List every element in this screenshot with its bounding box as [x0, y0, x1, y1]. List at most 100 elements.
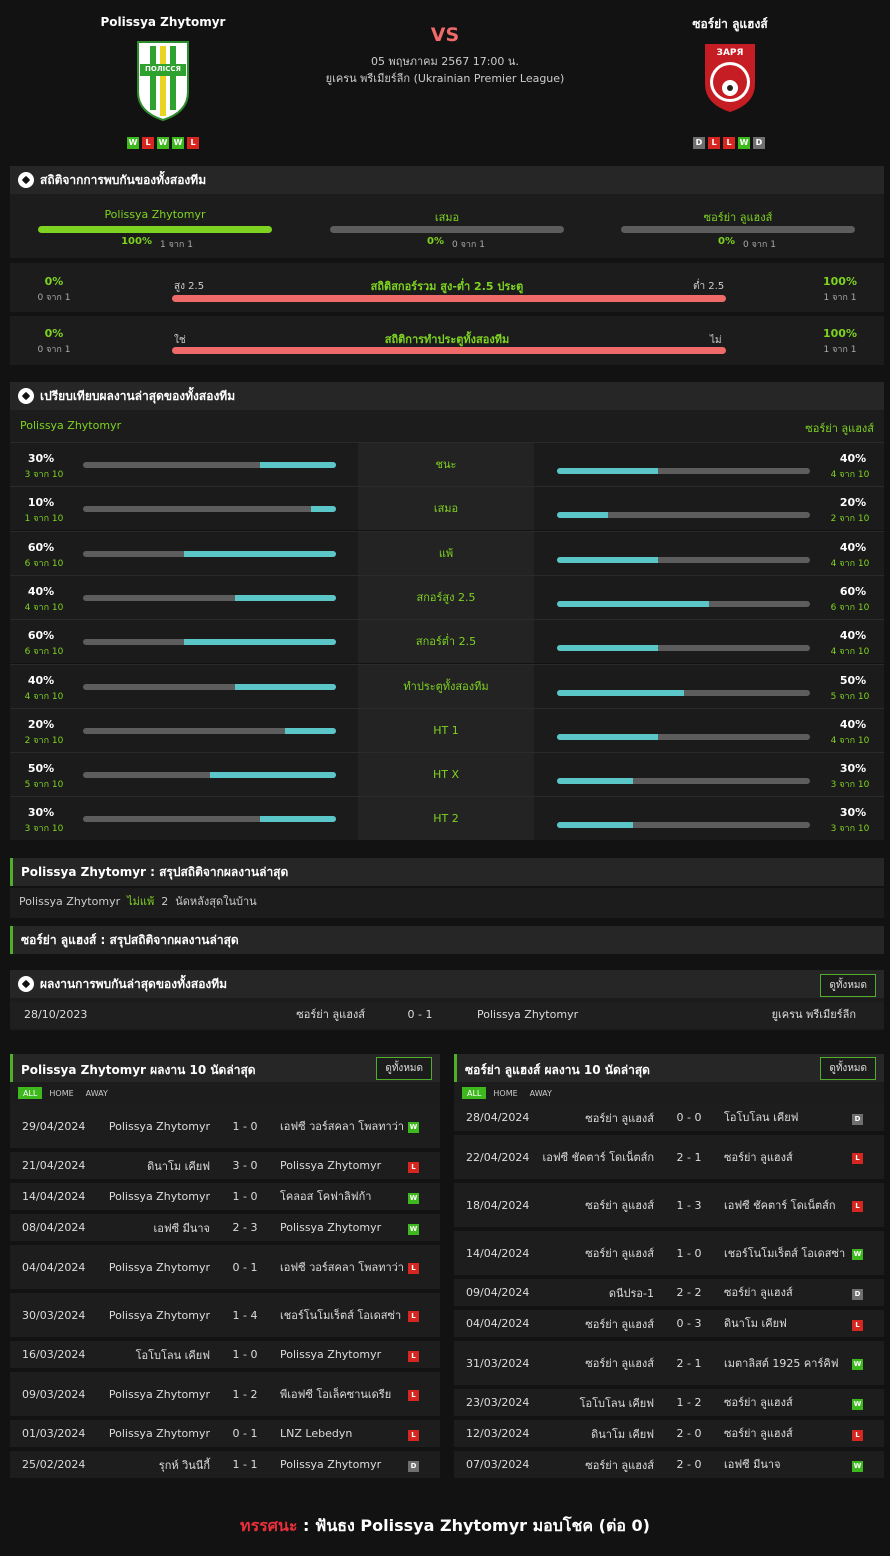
tab-home[interactable]: HOME	[493, 1089, 518, 1098]
football-icon	[18, 976, 34, 992]
away-last10-title: ซอร์ย่า ลูแฮงส์ ผลงาน 10 นัดล่าสุด	[465, 1063, 650, 1077]
compare-home-fill	[234, 683, 336, 690]
btts-left-sub: 0 จาก 1	[37, 345, 71, 355]
verdict-colon: :	[303, 1516, 310, 1535]
match-result: W	[852, 1396, 872, 1410]
compare-row: 60% 6 จาก 10 แพ้ 40% 4 จาก 10	[10, 530, 884, 575]
match-date: 25/02/2024	[22, 1458, 86, 1471]
summary-home-rest: นัดหลังสุดในบ้าน	[175, 895, 257, 908]
match-row[interactable]: 30/03/2024 Polissya Zhytomyr 1 - 4 เชอร์โนโ…	[10, 1293, 440, 1341]
btts-right-pct: 100%	[823, 327, 857, 340]
recent-h2h-header: ผลงานการพบกันล่าสุดของทั้งสองทีม	[10, 970, 884, 998]
recent-h2h-league: ยูเครน พรีเมียร์ลีก	[771, 1008, 856, 1021]
away-last10-header: ซอร์ย่า ลูแฮงส์ ผลงาน 10 นัดล่าสุด ดูทั้…	[454, 1054, 884, 1082]
compare-away-pct: 40%	[839, 540, 867, 554]
compare-away-fill	[557, 778, 633, 785]
match-result: W	[408, 1221, 428, 1235]
btts-left-label: ใช่	[174, 335, 186, 346]
match-row[interactable]: 23/03/2024 โอโบโลน เคียฟ 1 - 2 ซอร์ย่า ลูแฮ…	[454, 1389, 884, 1420]
compare-home-fill	[285, 727, 336, 734]
match-row[interactable]: 29/04/2024 Polissya Zhytomyr 1 - 0 เอฟซี วอ…	[10, 1104, 440, 1152]
match-result: L	[852, 1198, 872, 1212]
match-row[interactable]: 18/04/2024 ซอร์ย่า ลูแฮงส์ 1 - 3 เอฟซี ชัคต…	[454, 1183, 884, 1231]
match-result: L	[408, 1348, 428, 1362]
match-result: W	[408, 1119, 428, 1133]
match-score: 1 - 4	[232, 1308, 258, 1322]
match-home: โอโบโลน เคียฟ	[579, 1396, 654, 1410]
match-home: ซอร์ย่า ลูแฮงส์	[585, 1247, 654, 1260]
match-home: Polissya Zhytomyr	[108, 1119, 210, 1133]
match-away: เมตาลิสต์ 1925 คาร์คิฟ	[724, 1356, 839, 1370]
compare-home-sub: 3 จาก 10	[24, 824, 64, 835]
match-date: 18/04/2024	[466, 1198, 530, 1212]
form-badge: W	[127, 137, 139, 149]
match-row[interactable]: 31/03/2024 ซอร์ย่า ลูแฮงส์ 2 - 1 เมตาลิสต์ …	[454, 1341, 884, 1389]
recent-h2h-view-all-button[interactable]: ดูทั้งหมด	[820, 974, 876, 997]
match-result: L	[852, 1150, 872, 1164]
match-score: 0 - 1	[232, 1427, 258, 1440]
away-last10-tabs: ALL HOME AWAY	[454, 1082, 884, 1104]
ou-title: สถิติสกอร์รวม สูง-ต่ำ 2.5 ประตู	[370, 280, 524, 293]
match-row[interactable]: 12/03/2024 ดินาโม เคียฟ 2 - 0 ซอร์ย่า ลูแฮง…	[454, 1420, 884, 1451]
tab-all[interactable]: ALL	[18, 1087, 43, 1099]
match-row[interactable]: 16/03/2024 โอโบโลน เคียฟ 1 - 0 Polissya Zhy…	[10, 1341, 440, 1372]
match-result: L	[408, 1308, 428, 1322]
h2h-section: สถิติจากการพบกันของทั้งสองทีม Polissya Z…	[10, 166, 884, 258]
h2h-col-fill	[38, 226, 272, 233]
match-row[interactable]: 21/04/2024 ดินาโม เคียฟ 3 - 0 Polissya Zhyt…	[10, 1152, 440, 1183]
recent-h2h-home: ซอร์ย่า ลูแฮงส์	[296, 1008, 365, 1021]
tab-home[interactable]: HOME	[49, 1089, 74, 1098]
compare-label: เสมอ	[358, 487, 534, 531]
tab-all[interactable]: ALL	[462, 1087, 487, 1099]
match-away: เอฟซี ชัคตาร์ โดเน็ตส์ก	[724, 1198, 836, 1212]
compare-home-pct: 50%	[27, 762, 55, 776]
form-badge: W	[172, 137, 184, 149]
match-row[interactable]: 07/03/2024 ซอร์ย่า ลูแฮงส์ 2 - 0 เอฟซี มีนา…	[454, 1451, 884, 1482]
recent-h2h-row[interactable]: 28/10/2023 ซอร์ย่า ลูแฮงส์ 0 - 1 Polissy…	[10, 1002, 884, 1028]
football-icon	[18, 172, 34, 188]
match-row[interactable]: 09/03/2024 Polissya Zhytomyr 1 - 2 พีเอฟซี …	[10, 1372, 440, 1420]
tab-away[interactable]: AWAY	[529, 1089, 552, 1098]
h2h-col-pct: 100%	[121, 236, 152, 247]
match-result: W	[408, 1190, 428, 1204]
compare-label: ทำประตูทั้งสองทีม	[358, 664, 534, 708]
away-team-name: ซอร์ย่า ลูแฮงส์	[692, 17, 768, 31]
match-score: 2 - 3	[232, 1221, 258, 1234]
match-score: 2 - 1	[676, 1150, 702, 1164]
home-last10-view-all-button[interactable]: ดูทั้งหมด	[376, 1057, 432, 1080]
match-row[interactable]: 09/04/2024 ดนีปรอ-1 2 - 2 ซอร์ย่า ลูแฮงส์ D	[454, 1279, 884, 1310]
compare-row: 30% 3 จาก 10 ชนะ 40% 4 จาก 10	[10, 442, 884, 486]
match-row[interactable]: 25/02/2024 รุกห์ วินนีกี้ 1 - 1 Polissya Zh…	[10, 1451, 440, 1482]
compare-away-fill	[557, 689, 684, 696]
match-score: 2 - 2	[676, 1286, 702, 1299]
compare-row: 40% 4 จาก 10 ทำประตูทั้งสองทีม 50% 5 จาก 10	[10, 663, 884, 708]
compare-home-sub: 5 จาก 10	[24, 780, 64, 791]
match-row[interactable]: 01/03/2024 Polissya Zhytomyr 0 - 1 LNZ Lebe…	[10, 1420, 440, 1451]
match-row[interactable]: 08/04/2024 เอฟซี มีนาจ 2 - 3 Polissya Zhyto…	[10, 1214, 440, 1245]
match-row[interactable]: 04/04/2024 Polissya Zhytomyr 0 - 1 เอฟซี วอ…	[10, 1245, 440, 1293]
compare-away-bar	[557, 512, 810, 519]
compare-away-sub: 4 จาก 10	[830, 558, 870, 569]
away-last10-view-all-button[interactable]: ดูทั้งหมด	[820, 1057, 876, 1080]
result-badge: W	[408, 1122, 419, 1133]
compare-away-fill	[557, 512, 608, 519]
verdict-label: ทรรศนะ	[240, 1516, 298, 1535]
form-badge: D	[693, 137, 705, 149]
compare-home-pct: 30%	[27, 452, 55, 465]
match-row[interactable]: 14/04/2024 Polissya Zhytomyr 1 - 0 โคลอส โค…	[10, 1183, 440, 1214]
compare-home-name: Polissya Zhytomyr	[20, 419, 122, 432]
compare-header: เปรียบเทียบผลงานล่าสุดของทั้งสองทีม	[10, 382, 884, 410]
match-row[interactable]: 22/04/2024 เอฟซี ชัคตาร์ โดเน็ตส์ก 2 - 1 ซอ…	[454, 1135, 884, 1183]
match-row[interactable]: 14/04/2024 ซอร์ย่า ลูแฮงส์ 1 - 0 เชอร์โนโมเ…	[454, 1231, 884, 1279]
compare-away-bar	[557, 689, 810, 696]
compare-home-bar	[83, 727, 336, 734]
match-row[interactable]: 28/04/2024 ซอร์ย่า ลูแฮงส์ 0 - 0 โอโบโลน เค…	[454, 1104, 884, 1135]
h2h-col-sub: 1 จาก 1	[160, 240, 193, 250]
compare-away-sub: 3 จาก 10	[830, 824, 870, 835]
match-row[interactable]: 04/04/2024 ซอร์ย่า ลูแฮงส์ 0 - 3 ดินาโม เคี…	[454, 1310, 884, 1341]
away-logo-text: ЗАРЯ	[716, 48, 744, 58]
tab-away[interactable]: AWAY	[85, 1089, 108, 1098]
match-date: 08/04/2024	[22, 1221, 86, 1234]
